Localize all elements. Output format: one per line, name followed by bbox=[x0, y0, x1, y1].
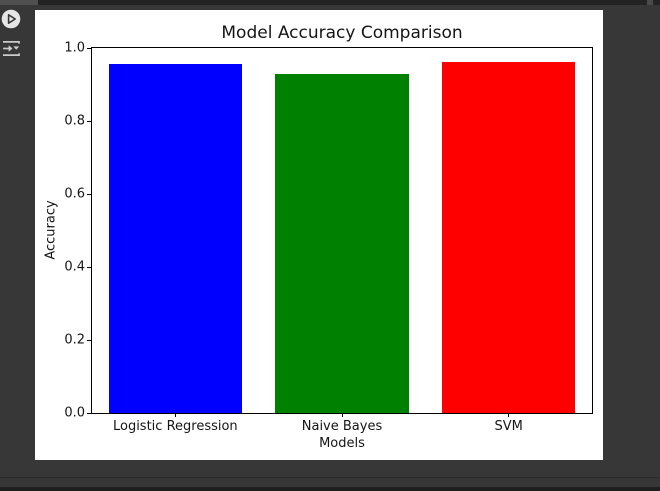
y-tick-mark bbox=[87, 266, 91, 268]
y-tick-label: 0.8 bbox=[64, 113, 85, 129]
status-bar-edge bbox=[0, 487, 660, 491]
bar-naive-bayes bbox=[275, 73, 409, 413]
bar-svm bbox=[442, 62, 576, 413]
plot-area bbox=[92, 48, 592, 413]
y-tick-label: 0.2 bbox=[64, 332, 85, 348]
x-tick-mark bbox=[174, 413, 176, 417]
execute-cells-below-button[interactable] bbox=[1, 39, 21, 59]
run-cell-button[interactable] bbox=[1, 9, 21, 29]
x-tick-label: Logistic Regression bbox=[112, 419, 238, 434]
scrollbar-thumb[interactable] bbox=[0, 0, 38, 5]
y-tick-mark bbox=[87, 339, 91, 341]
y-axis-label: Accuracy bbox=[43, 200, 59, 260]
bar-logistic-regression bbox=[108, 64, 242, 413]
bottom-panel bbox=[0, 478, 660, 487]
play-circle-icon bbox=[1, 9, 21, 32]
panel-divider bbox=[0, 477, 660, 478]
horizontal-scrollbar[interactable] bbox=[0, 0, 660, 5]
y-tick-label: 0.0 bbox=[64, 405, 85, 421]
x-axis-label: Models bbox=[319, 436, 365, 451]
y-tick-label: 0.4 bbox=[64, 259, 85, 275]
y-tick-mark bbox=[87, 412, 91, 414]
x-tick-mark bbox=[508, 413, 510, 417]
x-tick-mark bbox=[341, 413, 343, 417]
y-tick-label: 1.0 bbox=[64, 40, 85, 56]
chart-title: Model Accuracy Comparison bbox=[221, 23, 463, 43]
x-tick-label: SVM bbox=[494, 419, 523, 434]
y-tick-mark bbox=[87, 193, 91, 195]
x-tick-label: Naive Bayes bbox=[301, 419, 383, 434]
matplotlib-figure: Model Accuracy Comparison Accuracy Model… bbox=[35, 10, 603, 460]
y-tick-label: 0.6 bbox=[64, 186, 85, 202]
y-tick-mark bbox=[87, 47, 91, 49]
execute-cells-below-icon bbox=[2, 41, 21, 61]
y-tick-mark bbox=[87, 120, 91, 122]
scrollbar-notch bbox=[647, 0, 653, 5]
